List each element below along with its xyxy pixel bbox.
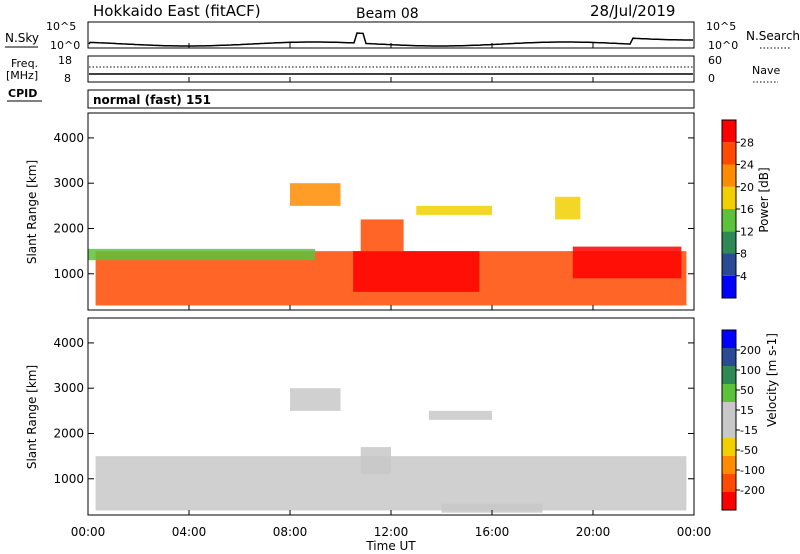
noise-tick-left-top: 10^5 <box>46 20 76 33</box>
time-tick-label: 08:00 <box>273 525 308 539</box>
power-y-ticks: 1000 2000 3000 4000 <box>53 131 694 281</box>
scatter-region-3 <box>290 388 341 411</box>
nave-tick-top: 60 <box>708 54 722 67</box>
colorbar-tick-label: 4 <box>740 270 747 283</box>
colorbar-swatch <box>722 456 736 474</box>
colorbar-swatch <box>722 209 736 232</box>
colorbar-tick-label: -100 <box>740 464 765 477</box>
time-tick-label: 00:00 <box>71 525 106 539</box>
nave-label: Nave <box>752 64 780 77</box>
velocity-colorbar: 200 100 50 15 -15 -50 -100 -200 <box>721 329 765 511</box>
power-colorbar: 4 8 12 16 20 24 28 <box>721 119 754 299</box>
colorbar-swatch <box>722 492 736 510</box>
nsearch-label: N.Search <box>746 29 800 43</box>
noise-tick-right-bottom: 10^0 <box>708 39 738 52</box>
freq-tick-bottom: 8 <box>64 72 71 85</box>
scatter-region-5 <box>416 205 492 215</box>
scatter-region-1 <box>88 248 316 261</box>
power-y-axis-label: Slant Range [km] <box>25 160 39 264</box>
colorbar-swatch <box>722 402 736 420</box>
colorbar-tick-label: 28 <box>740 136 754 149</box>
colorbar-swatch <box>722 164 736 187</box>
y-tick-label: 1000 <box>53 472 84 486</box>
colorbar-tick-label: 12 <box>740 225 754 238</box>
scatter-region-4 <box>428 410 492 420</box>
colorbar-swatch <box>722 120 736 143</box>
colorbar-swatch <box>722 438 736 456</box>
colorbar-swatch <box>722 275 736 298</box>
freq-tick-top: 18 <box>58 54 72 67</box>
y-tick-label: 4000 <box>53 131 84 145</box>
power-colorbar-label: Power [dB] <box>757 167 771 232</box>
time-tick-label: 04:00 <box>172 525 207 539</box>
time-tick-label: 20:00 <box>576 525 611 539</box>
y-tick-label: 1000 <box>53 267 84 281</box>
noise-trace <box>88 32 693 47</box>
y-tick-label: 3000 <box>53 381 84 395</box>
colorbar-frame <box>721 329 737 511</box>
scatter-region-1 <box>360 447 391 475</box>
scatter-region-7 <box>572 246 682 279</box>
colorbar-swatch <box>722 384 736 402</box>
time-axis-label: Time UT <box>365 539 416 553</box>
scatter-region-3 <box>360 219 404 252</box>
time-tick-label: 12:00 <box>374 525 409 539</box>
colorbar-swatch <box>722 142 736 165</box>
freq-label: Freq. <box>11 57 38 70</box>
time-tick-label: 00:00 <box>677 525 712 539</box>
colorbar-tick-label: 16 <box>740 203 754 216</box>
station-title: Hokkaido East (fitACF) <box>93 2 261 20</box>
time-axis-ticks: 00:00 04:00 08:00 12:00 16:00 20:00 00:00 <box>71 43 712 539</box>
colorbar-tick-label: -15 <box>740 424 758 437</box>
colorbar-swatch <box>722 253 736 276</box>
freq-unit-label: [MHz] <box>6 69 38 82</box>
colorbar-swatch <box>722 420 736 438</box>
scatter-region-4 <box>290 183 341 206</box>
y-tick-label: 3000 <box>53 176 84 190</box>
power-heatmap-cells <box>88 183 687 306</box>
colorbar-swatch <box>722 330 736 348</box>
noise-line <box>88 32 693 47</box>
noise-tick-left-bottom: 10^0 <box>50 39 80 52</box>
colorbar-tick-label: -200 <box>740 484 765 497</box>
nsky-label: N.Sky <box>5 31 39 45</box>
scatter-region-2 <box>441 503 543 513</box>
colorbar-tick-label: 24 <box>740 159 754 172</box>
colorbar-swatch <box>722 366 736 384</box>
y-tick-label: 2000 <box>53 221 84 235</box>
colorbar-tick-label: 20 <box>740 181 754 194</box>
colorbar-tick-label: 200 <box>740 344 761 357</box>
colorbar-swatch <box>722 348 736 366</box>
date-title: 28/Jul/2019 <box>590 2 675 20</box>
colorbar-tick-label: 8 <box>740 248 747 261</box>
colorbar-swatch <box>722 474 736 492</box>
nave-tick-bottom: 0 <box>708 72 715 85</box>
scatter-region-6 <box>555 196 581 220</box>
cpid-label: CPID <box>8 87 37 100</box>
colorbar-tick-label: -50 <box>740 444 758 457</box>
time-tick-label: 16:00 <box>475 525 510 539</box>
y-tick-label: 4000 <box>53 336 84 350</box>
colorbar-swatch <box>722 186 736 209</box>
beam-title: Beam 08 <box>356 6 419 22</box>
velocity-y-axis-label: Slant Range [km] <box>25 365 39 469</box>
colorbar-tick-label: 100 <box>740 364 761 377</box>
velocity-y-ticks: 1000 2000 3000 4000 <box>53 336 694 486</box>
colorbar-tick-label: 50 <box>740 384 754 397</box>
velocity-colorbar-label: Velocity [m s-1] <box>765 333 779 427</box>
cpid-value: normal (fast) 151 <box>93 93 211 107</box>
velocity-heatmap-cells <box>95 388 687 513</box>
noise-tick-right-top: 10^5 <box>706 20 736 33</box>
colorbar-tick-label: 15 <box>740 404 754 417</box>
scatter-region-2 <box>353 251 480 292</box>
cpid-panel-frame <box>87 89 695 109</box>
colorbar-swatch <box>722 231 736 254</box>
y-tick-label: 2000 <box>53 426 84 440</box>
